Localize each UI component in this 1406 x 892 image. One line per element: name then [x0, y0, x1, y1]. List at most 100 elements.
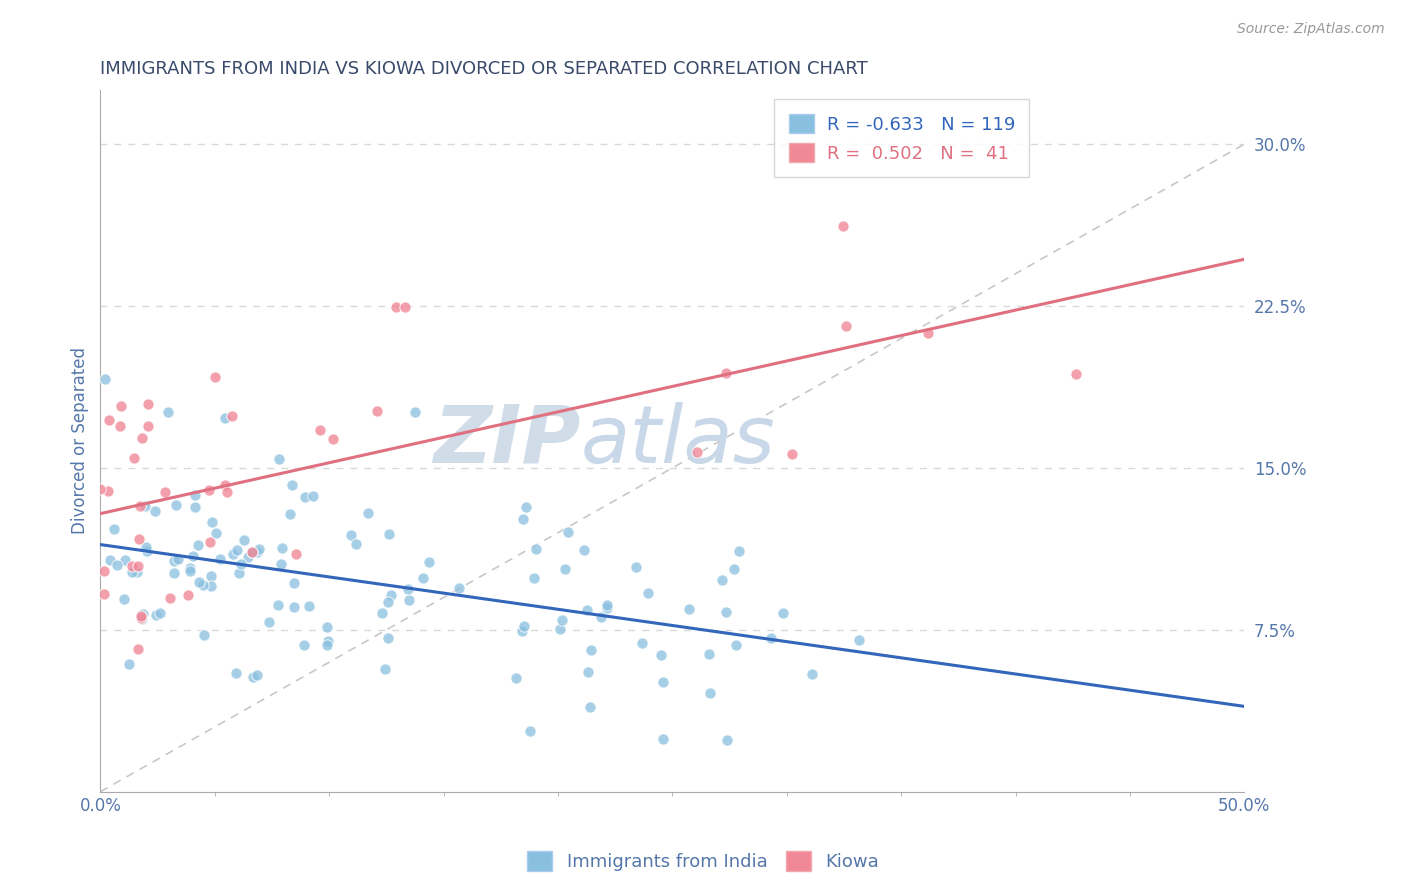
- Point: [366, 404, 388, 418]
- Point: [165, 498, 187, 512]
- Point: [94, 372, 117, 386]
- Point: [316, 639, 339, 653]
- Point: [225, 666, 247, 681]
- Point: [221, 409, 243, 423]
- Point: [637, 586, 659, 600]
- Point: [505, 671, 527, 685]
- Point: [340, 528, 363, 542]
- Point: [163, 566, 186, 580]
- Point: [179, 564, 201, 578]
- Point: [103, 522, 125, 536]
- Point: [157, 405, 180, 419]
- Point: [596, 598, 619, 612]
- Point: [97, 484, 120, 499]
- Point: [576, 665, 599, 679]
- Point: [377, 631, 399, 645]
- Point: [699, 648, 721, 662]
- Point: [316, 634, 339, 648]
- Point: [242, 545, 264, 559]
- Point: [93, 564, 115, 578]
- Point: [184, 500, 207, 514]
- Point: [297, 599, 319, 613]
- Point: [596, 601, 619, 615]
- Point: [278, 507, 301, 521]
- Point: [551, 613, 574, 627]
- Point: [848, 632, 870, 647]
- Point: [112, 592, 135, 607]
- Point: [98, 413, 121, 427]
- Text: ZIP: ZIP: [433, 402, 581, 480]
- Point: [135, 541, 157, 555]
- Point: [114, 553, 136, 567]
- Point: [205, 525, 228, 540]
- Point: [236, 549, 259, 564]
- Text: atlas: atlas: [581, 402, 776, 480]
- Point: [155, 484, 177, 499]
- Point: [179, 560, 201, 574]
- Point: [557, 524, 579, 539]
- Point: [134, 499, 156, 513]
- Point: [398, 593, 420, 607]
- Point: [177, 588, 200, 602]
- Point: [149, 606, 172, 620]
- Point: [801, 667, 824, 681]
- Point: [127, 565, 149, 579]
- Point: [228, 566, 250, 580]
- Point: [322, 432, 344, 446]
- Point: [418, 555, 440, 569]
- Point: [163, 554, 186, 568]
- Point: [267, 598, 290, 612]
- Point: [589, 610, 612, 624]
- Point: [449, 582, 471, 596]
- Point: [129, 609, 152, 624]
- Point: [267, 451, 290, 466]
- Point: [217, 484, 239, 499]
- Point: [357, 507, 380, 521]
- Point: [271, 541, 294, 555]
- Point: [678, 601, 700, 615]
- Point: [554, 562, 576, 576]
- Point: [193, 628, 215, 642]
- Point: [917, 326, 939, 340]
- Point: [548, 622, 571, 636]
- Point: [510, 624, 533, 638]
- Point: [198, 535, 221, 549]
- Point: [308, 423, 330, 437]
- Point: [377, 594, 399, 608]
- Point: [513, 618, 536, 632]
- Point: [714, 366, 737, 380]
- Point: [515, 500, 537, 514]
- Point: [652, 674, 675, 689]
- Point: [292, 639, 315, 653]
- Point: [200, 569, 222, 583]
- Point: [280, 478, 302, 492]
- Point: [574, 543, 596, 558]
- Legend: R = -0.633   N = 119, R =  0.502   N =  41: R = -0.633 N = 119, R = 0.502 N = 41: [775, 99, 1029, 177]
- Point: [136, 419, 159, 434]
- Point: [576, 602, 599, 616]
- Point: [229, 557, 252, 571]
- Point: [380, 589, 402, 603]
- Point: [121, 558, 143, 573]
- Point: [257, 615, 280, 630]
- Point: [371, 606, 394, 620]
- Point: [294, 490, 316, 504]
- Point: [131, 431, 153, 445]
- Point: [201, 515, 224, 529]
- Point: [772, 606, 794, 620]
- Point: [105, 558, 128, 572]
- Point: [650, 648, 672, 662]
- Point: [208, 552, 231, 566]
- Point: [242, 670, 264, 684]
- Point: [214, 477, 236, 491]
- Point: [124, 450, 146, 465]
- Point: [127, 558, 149, 573]
- Point: [283, 576, 305, 591]
- Point: [631, 636, 654, 650]
- Point: [226, 543, 249, 558]
- Point: [128, 532, 150, 546]
- Point: [385, 300, 408, 314]
- Point: [285, 547, 308, 561]
- Point: [232, 533, 254, 547]
- Point: [204, 370, 226, 384]
